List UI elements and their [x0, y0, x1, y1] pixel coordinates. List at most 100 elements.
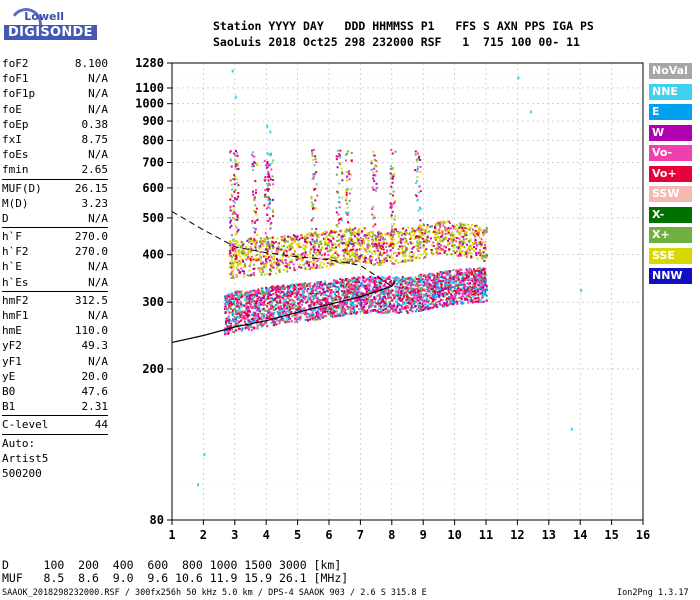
echo-point: [288, 248, 291, 251]
echo-point: [402, 251, 405, 254]
echo-point: [245, 302, 248, 305]
echo-point: [432, 245, 435, 247]
echo-point: [400, 234, 403, 237]
echo-point: [330, 294, 333, 297]
echo-point: [255, 248, 257, 251]
echo-point: [228, 318, 231, 321]
echo-point: [413, 299, 416, 302]
echo-point: [349, 255, 352, 258]
echo-point: [299, 283, 302, 286]
echo-point: [237, 184, 240, 187]
echo-point: [378, 287, 380, 290]
echo-point: [388, 309, 391, 312]
echo-point: [297, 256, 300, 258]
echo-point: [435, 251, 438, 254]
echo-point: [237, 228, 240, 231]
echo-point: [308, 315, 310, 318]
echo-point: [240, 306, 243, 309]
echo-point: [422, 246, 425, 249]
echo-point: [298, 298, 301, 301]
echo-point: [356, 232, 359, 235]
echo-point: [434, 305, 437, 308]
echo-point: [482, 247, 485, 250]
echo-point: [301, 295, 304, 298]
echo-point: [358, 276, 361, 279]
echo-point: [450, 253, 453, 256]
echo-point: [343, 290, 346, 293]
echo-point: [420, 229, 423, 232]
echo-point: [277, 242, 280, 245]
echo-point: [234, 251, 237, 254]
echo-point: [340, 310, 343, 313]
echo-point: [397, 261, 400, 264]
echo-point: [479, 270, 482, 273]
echo-point: [334, 250, 337, 253]
echo-point: [317, 287, 320, 290]
echo-point: [286, 270, 289, 273]
echo-point: [468, 245, 471, 248]
echo-point: [319, 309, 322, 312]
echo-point: [430, 297, 433, 299]
echo-point: [484, 241, 487, 243]
echo-point: [278, 322, 281, 325]
echo-point: [347, 258, 349, 261]
echo-point: [309, 260, 312, 263]
echo-point: [448, 270, 451, 272]
echo-point: [332, 256, 335, 259]
echo-point: [228, 266, 231, 269]
echo-point: [312, 259, 315, 262]
echo-point: [335, 246, 337, 249]
echo-point: [223, 330, 226, 333]
echo-point: [279, 299, 282, 302]
echo-point: [448, 284, 451, 287]
echo-point: [464, 290, 467, 293]
echo-point: [346, 290, 349, 292]
echo-point: [247, 251, 250, 254]
echo-point: [313, 283, 316, 286]
echo-point: [456, 289, 459, 292]
echo-point: [284, 241, 286, 244]
echo-point: [370, 231, 373, 234]
echo-point: [296, 302, 299, 305]
echo-point: [310, 232, 313, 235]
echo-point: [284, 286, 287, 289]
echo-point: [383, 300, 386, 303]
echo-point: [274, 241, 277, 244]
echo-point: [236, 164, 239, 167]
echo-point: [286, 267, 288, 270]
echo-point: [445, 230, 447, 233]
echo-point: [378, 263, 380, 266]
echo-point: [455, 287, 458, 290]
echo-point: [235, 150, 237, 152]
echo-point: [263, 195, 266, 198]
echo-point: [295, 258, 298, 261]
echo-point: [372, 278, 375, 280]
echo-point: [227, 295, 230, 298]
legend-noval: NoVal: [649, 63, 692, 79]
echo-point: [244, 312, 246, 314]
echo-point: [438, 303, 441, 305]
echo-point: [461, 226, 464, 229]
echo-point: [254, 320, 257, 323]
echo-point: [229, 252, 232, 254]
echo-point: [468, 267, 471, 270]
echo-point: [394, 277, 397, 280]
echo-point: [243, 250, 246, 253]
echo-point: [467, 291, 470, 294]
echo-point: [338, 296, 341, 298]
echo-point: [422, 280, 424, 283]
echo-point: [266, 162, 269, 165]
echo-point: [361, 279, 364, 282]
echo-point: [316, 242, 319, 244]
echo-point: [440, 292, 443, 295]
echo-point: [461, 245, 463, 248]
echo-point: [483, 254, 486, 257]
echo-point: [418, 241, 421, 243]
echo-point: [411, 299, 414, 302]
echo-point: [265, 164, 267, 167]
echo-point: [302, 252, 305, 255]
echo-point: [417, 280, 420, 283]
legend-ssw: SSW: [649, 186, 692, 202]
echo-point: [468, 298, 471, 301]
echo-point: [248, 269, 251, 272]
